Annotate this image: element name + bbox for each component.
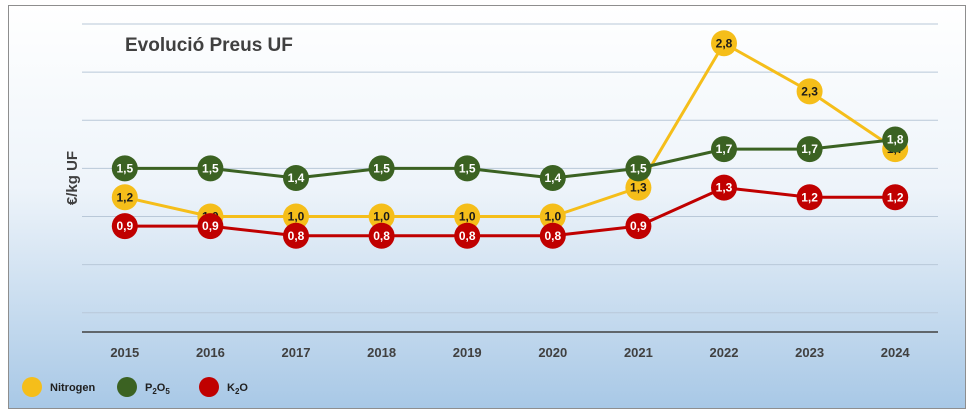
legend-item-nitrogen: Nitrogen: [22, 377, 96, 397]
data-label-p2o5: 1,4: [288, 171, 305, 185]
legend-item-k2o: K2O: [199, 377, 248, 397]
data-label-nitrogen: 1,3: [630, 181, 647, 195]
x-tick-label: 2023: [795, 345, 824, 360]
data-label-p2o5: 1,8: [887, 133, 904, 147]
legend-label-p2o5: P2O5: [145, 382, 170, 396]
data-point-nitrogen: [711, 30, 737, 57]
x-tick-label: 2017: [282, 345, 311, 360]
x-tick-label: 2024: [881, 345, 911, 360]
data-label-p2o5: 1,5: [373, 161, 390, 175]
series-markers: 1,21,01,01,01,01,01,32,82,31,71,51,51,41…: [111, 30, 909, 249]
data-label-p2o5: 1,7: [716, 142, 733, 156]
data-point-k2o: [625, 213, 652, 240]
data-label-p2o5: 1,5: [459, 161, 476, 175]
data-point-k2o: [197, 213, 224, 240]
data-label-k2o: 0,8: [373, 229, 390, 243]
data-label-nitrogen: 2,8: [716, 36, 733, 50]
data-point-p2o5: [711, 136, 737, 163]
data-point-p2o5: [197, 155, 224, 182]
data-point-k2o: [111, 213, 138, 240]
data-label-k2o: 0,9: [202, 219, 219, 233]
data-label-k2o: 1,3: [716, 181, 733, 195]
x-axis-ticks: 2015 2016 2017 2018 2019 2020 2021 2022 2023 2024: [110, 345, 910, 360]
data-label-k2o: 0,9: [116, 219, 133, 233]
data-label-p2o5: 1,7: [801, 142, 818, 156]
data-point-nitrogen: [796, 78, 823, 105]
data-point-p2o5: [882, 126, 909, 153]
series-lines: [124, 41, 897, 238]
data-point-p2o5: [625, 155, 652, 182]
data-point-k2o: [283, 222, 309, 249]
series-line-nitrogen: [124, 41, 897, 218]
x-tick-label: 2019: [453, 345, 482, 360]
data-label-nitrogen: 1,0: [459, 210, 476, 224]
series-line-p2o5: [124, 138, 896, 180]
data-point-p2o5: [368, 155, 395, 182]
data-point-nitrogen: [283, 203, 309, 230]
legend-label-nitrogen: Nitrogen: [50, 382, 96, 394]
gridlines: [82, 23, 938, 333]
data-label-k2o: 1,2: [887, 190, 904, 204]
data-label-nitrogen: 1,0: [544, 210, 561, 224]
data-point-p2o5: [283, 165, 309, 191]
data-point-p2o5: [796, 136, 823, 163]
x-tick-label: 2021: [624, 345, 653, 360]
series-line-k2o: [124, 186, 896, 238]
x-tick-label: 2020: [538, 345, 567, 360]
legend-label-k2o: K2O: [227, 382, 248, 396]
data-point-p2o5: [111, 155, 138, 182]
data-label-k2o: 0,8: [544, 229, 561, 243]
data-point-k2o: [882, 184, 909, 211]
data-point-p2o5: [539, 165, 566, 191]
data-point-nitrogen: [454, 203, 481, 230]
x-tick-label: 2018: [367, 345, 396, 360]
data-label-nitrogen: 1,0: [288, 210, 305, 224]
legend: Nitrogen P2O5 K2O: [22, 377, 248, 397]
data-label-p2o5: 1,5: [630, 161, 647, 175]
data-point-k2o: [539, 222, 566, 249]
data-label-p2o5: 1,4: [544, 171, 561, 185]
legend-item-p2o5: P2O5: [117, 377, 170, 397]
legend-marker-k2o: [199, 377, 219, 397]
x-tick-label: 2015: [110, 345, 139, 360]
data-point-nitrogen: [625, 174, 652, 201]
data-label-nitrogen: 1,2: [116, 190, 133, 204]
data-label-nitrogen: 1,0: [373, 210, 390, 224]
data-point-nitrogen: [368, 203, 395, 230]
data-point-k2o: [454, 222, 481, 249]
data-label-k2o: 0,8: [459, 229, 476, 243]
y-axis-label: €/kg UF: [64, 151, 81, 205]
data-point-k2o: [711, 174, 737, 201]
data-point-k2o: [796, 184, 823, 211]
legend-marker-nitrogen: [22, 377, 42, 397]
x-tick-label: 2022: [710, 345, 739, 360]
data-label-p2o5: 1,5: [116, 161, 133, 175]
data-point-nitrogen: [111, 184, 138, 211]
data-point-k2o: [368, 222, 395, 249]
chart-title: Evolució Preus UF: [125, 35, 293, 56]
chart-frame: [8, 5, 966, 409]
data-label-p2o5: 1,5: [202, 161, 219, 175]
data-label-k2o: 1,2: [801, 190, 818, 204]
x-tick-label: 2016: [196, 345, 225, 360]
data-point-p2o5: [454, 155, 481, 182]
legend-marker-p2o5: [117, 377, 137, 397]
series-layer: 1,21,01,01,01,01,01,32,82,31,71,51,51,41…: [111, 30, 909, 249]
data-label-k2o: 0,9: [630, 219, 647, 233]
data-point-nitrogen: [539, 203, 566, 230]
data-label-nitrogen: 2,3: [801, 84, 818, 98]
data-label-k2o: 0,8: [288, 229, 305, 243]
